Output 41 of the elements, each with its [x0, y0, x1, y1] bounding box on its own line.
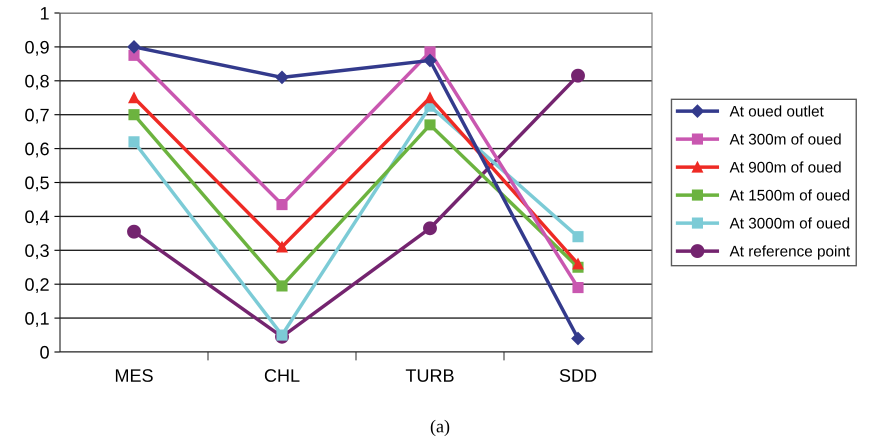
y-tick-label: 0,1: [25, 312, 49, 327]
x-tick-label: MES: [116, 369, 153, 382]
point: [128, 109, 140, 120]
point: [127, 224, 141, 239]
point: [276, 241, 288, 252]
y-tick-label: 1: [40, 7, 49, 20]
point: [423, 221, 437, 236]
legend-label: At 300m of oued: [730, 133, 841, 145]
y-tick-label: 0,2: [25, 278, 49, 294]
y-tick-label: 0,9: [25, 40, 49, 56]
text: (a): [430, 420, 450, 436]
point: [424, 119, 436, 130]
point: [423, 54, 437, 68]
legend-label: At 900m of oued: [730, 161, 841, 173]
point: [572, 231, 584, 242]
point: [572, 282, 584, 294]
y-tick-label: 0,3: [25, 244, 49, 260]
x-tick-label: SDD: [560, 369, 596, 382]
y-tick-label: 0,8: [25, 74, 49, 90]
y-tick-label: 0: [40, 346, 49, 359]
point: [275, 70, 289, 84]
legend-label: At 1500m of oued: [730, 189, 850, 201]
point: [276, 329, 288, 341]
y-tick-label: 0,4: [25, 210, 50, 226]
point: [128, 92, 140, 104]
point: [571, 68, 585, 83]
legend-label: At reference point: [730, 245, 850, 260]
x-tick-label: TURB: [406, 369, 454, 382]
point: [276, 280, 288, 292]
point: [571, 332, 585, 346]
point: [128, 136, 140, 148]
point: [127, 40, 141, 54]
x-tick-label: CHL: [264, 369, 300, 382]
point: [424, 92, 436, 104]
point: [572, 258, 584, 270]
point: [276, 198, 288, 210]
legend-label: At 3000m of oued: [730, 217, 850, 229]
y-tick-label: 0,5: [25, 176, 49, 192]
y-tick-label: 0,7: [25, 108, 49, 124]
y-tick-label: 0,6: [25, 142, 49, 158]
legend-label: At oued outlet: [730, 105, 824, 117]
